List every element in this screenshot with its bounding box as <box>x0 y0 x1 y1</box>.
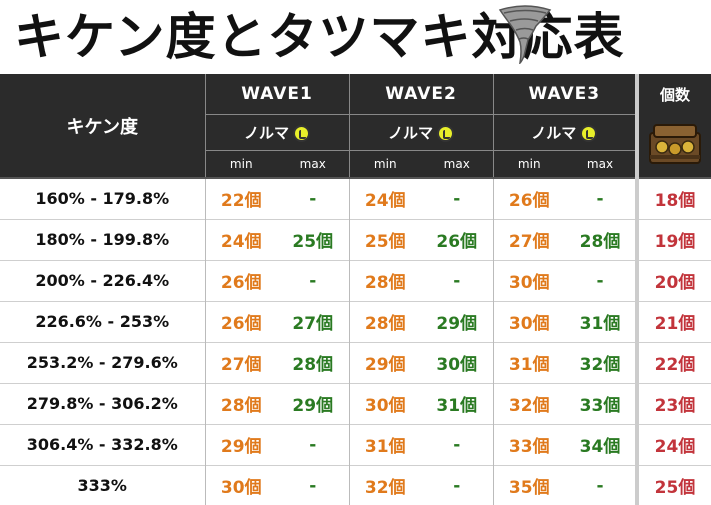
norma-header-w1: ノルマ <box>204 114 349 151</box>
wave3-min-cell: 30個 <box>492 259 565 301</box>
wave3-min-cell: 31個 <box>492 341 565 383</box>
table-row: 180% - 199.8% 24個 25個 25個 26個 27個 28個 19個 <box>0 218 711 260</box>
wave2-min-cell: 28個 <box>348 300 421 342</box>
max-header-w2: max <box>421 150 493 179</box>
wave3-max-cell: - <box>565 259 637 301</box>
max-header-w3: max <box>565 150 637 179</box>
wave1-min-cell: 26個 <box>204 300 277 342</box>
wave1-max-cell: 27個 <box>277 300 349 342</box>
wave3-min-cell: 33個 <box>492 423 565 465</box>
norma-header-w3: ノルマ <box>492 114 637 151</box>
wave3-header: WAVE3 <box>492 74 637 115</box>
wave3-min-cell: 35個 <box>492 464 565 505</box>
wave2-max-cell: 31個 <box>421 382 493 424</box>
min-header-w1: min <box>204 150 277 179</box>
kiken-range-cell: 279.8% - 306.2% <box>0 382 206 424</box>
tornado-icon <box>498 5 552 64</box>
egg-count-cell: 18個 <box>635 177 711 219</box>
wave1-max-cell: - <box>277 464 349 505</box>
wave2-min-cell: 30個 <box>348 382 421 424</box>
wave1-min-cell: 27個 <box>204 341 277 383</box>
wave3-max-cell: - <box>565 177 637 219</box>
wave1-max-cell: 28個 <box>277 341 349 383</box>
wave2-min-cell: 25個 <box>348 218 421 260</box>
max-header-w1: max <box>277 150 349 179</box>
egg-count-cell: 25個 <box>635 464 711 505</box>
wave2-min-cell: 31個 <box>348 423 421 465</box>
wave3-min-cell: 26個 <box>492 177 565 219</box>
wave2-max-cell: - <box>421 423 493 465</box>
wave3-max-cell: 32個 <box>565 341 637 383</box>
wave1-max-cell: 25個 <box>277 218 349 260</box>
kiken-range-cell: 333% <box>0 464 206 505</box>
table-row: 160% - 179.8% 22個 -24個 -26個 -18個 <box>0 177 711 219</box>
wave1-max-cell: - <box>277 177 349 219</box>
wave1-max-cell: - <box>277 259 349 301</box>
wave1-min-cell: 30個 <box>204 464 277 505</box>
wave2-header: WAVE2 <box>348 74 493 115</box>
wave2-min-cell: 32個 <box>348 464 421 505</box>
wave3-max-cell: - <box>565 464 637 505</box>
egg-count-cell: 20個 <box>635 259 711 301</box>
egg-count-cell: 22個 <box>635 341 711 383</box>
kiken-header: キケン度 <box>0 74 206 179</box>
table-row: 333% 30個 -32個 -35個 -25個 <box>0 464 711 505</box>
wave3-max-cell: 34個 <box>565 423 637 465</box>
wave3-min-cell: 30個 <box>492 300 565 342</box>
wave2-max-cell: 26個 <box>421 218 493 260</box>
wave3-min-cell: 27個 <box>492 218 565 260</box>
kiken-range-cell: 253.2% - 279.6% <box>0 341 206 383</box>
kiken-range-cell: 226.6% - 253% <box>0 300 206 342</box>
wave2-min-cell: 24個 <box>348 177 421 219</box>
wave1-min-cell: 29個 <box>204 423 277 465</box>
egg-container-cell <box>635 114 711 179</box>
wave2-min-cell: 29個 <box>348 341 421 383</box>
table-row: 253.2% - 279.6% 27個 28個 29個 30個 31個 32個 22個 <box>0 341 711 383</box>
golden-egg-icon <box>293 124 310 142</box>
wave3-max-cell: 31個 <box>565 300 637 342</box>
min-header-w2: min <box>348 150 421 179</box>
egg-count-cell: 21個 <box>635 300 711 342</box>
wave3-max-cell: 28個 <box>565 218 637 260</box>
egg-count-cell: 24個 <box>635 423 711 465</box>
golden-egg-icon <box>580 124 598 142</box>
quota-table: キケン度 WAVE1 WAVE2 WAVE3 個数 ノルマ ノルマ ノルマ <box>0 74 711 505</box>
wave2-max-cell: - <box>421 177 493 219</box>
wave1-min-cell: 28個 <box>204 382 277 424</box>
wave1-header: WAVE1 <box>204 74 349 115</box>
title-bar: キケン度とタツマキ対応表 <box>0 0 711 74</box>
kiken-range-cell: 306.4% - 332.8% <box>0 423 206 465</box>
kiken-range-cell: 160% - 179.8% <box>0 177 206 219</box>
golden-egg-container-icon <box>649 123 701 164</box>
norma-header-w2: ノルマ <box>348 114 493 151</box>
kiken-range-cell: 200% - 226.4% <box>0 259 206 301</box>
wave2-max-cell: 29個 <box>421 300 493 342</box>
count-header: 個数 <box>635 74 711 114</box>
table-row: 200% - 226.4% 26個 -28個 -30個 -20個 <box>0 259 711 301</box>
wave2-max-cell: 30個 <box>421 341 493 383</box>
wave1-max-cell: 29個 <box>277 382 349 424</box>
wave1-min-cell: 24個 <box>204 218 277 260</box>
golden-egg-icon <box>437 124 454 142</box>
min-header-w3: min <box>492 150 565 179</box>
egg-count-cell: 23個 <box>635 382 711 424</box>
wave3-min-cell: 32個 <box>492 382 565 424</box>
egg-count-cell: 19個 <box>635 218 711 260</box>
table-row: 226.6% - 253% 26個 27個 28個 29個 30個 31個 21個 <box>0 300 711 342</box>
wave1-min-cell: 22個 <box>204 177 277 219</box>
wave1-min-cell: 26個 <box>204 259 277 301</box>
kiken-range-cell: 180% - 199.8% <box>0 218 206 260</box>
wave2-min-cell: 28個 <box>348 259 421 301</box>
wave2-max-cell: - <box>421 464 493 505</box>
wave2-max-cell: - <box>421 259 493 301</box>
wave1-max-cell: - <box>277 423 349 465</box>
table-row: 306.4% - 332.8% 29個 -31個 -33個 34個 24個 <box>0 423 711 465</box>
table-row: 279.8% - 306.2% 28個 29個 30個 31個 32個 33個 23個 <box>0 382 711 424</box>
wave3-max-cell: 33個 <box>565 382 637 424</box>
